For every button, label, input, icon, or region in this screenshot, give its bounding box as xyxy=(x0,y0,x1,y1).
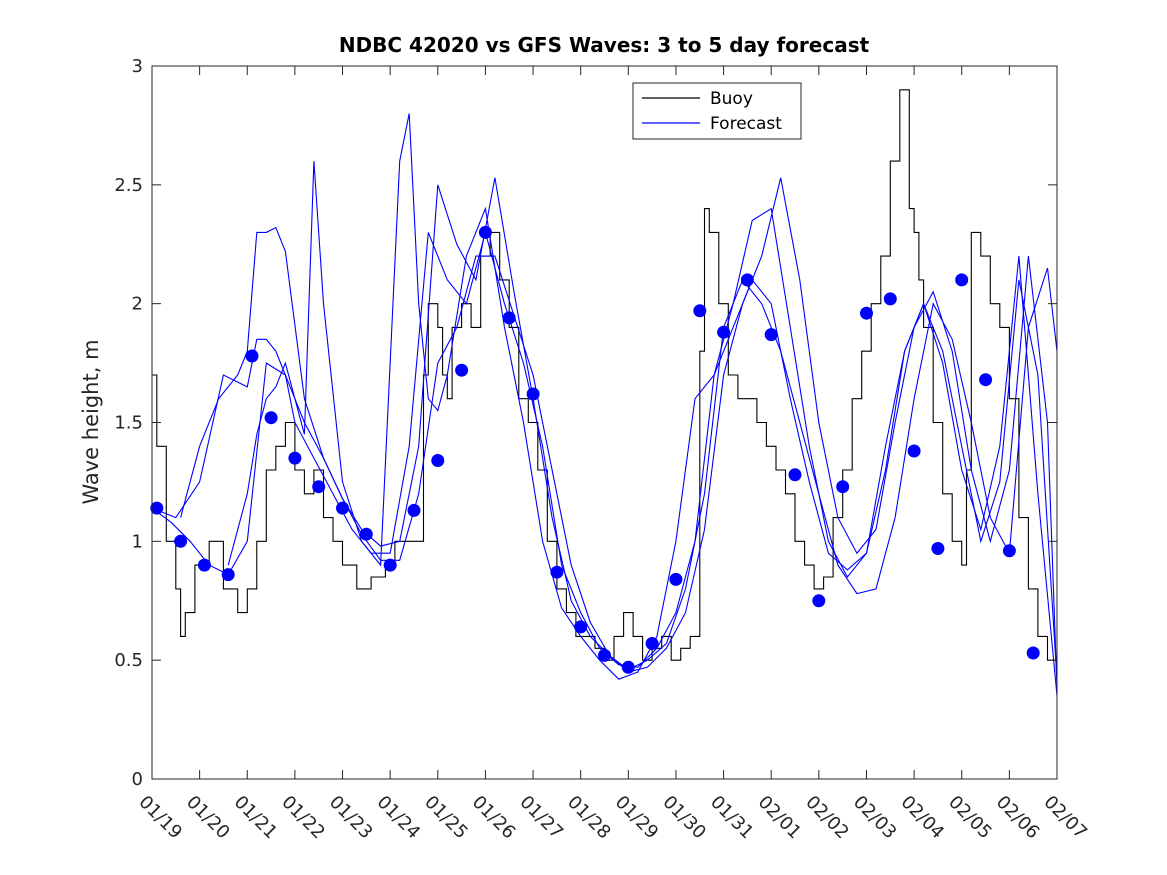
y-tick-label: 1.5 xyxy=(114,413,143,434)
forecast-marker xyxy=(288,451,302,465)
legend: Buoy Forecast xyxy=(632,82,802,140)
forecast-marker xyxy=(407,503,421,517)
forecast-line-2 xyxy=(151,230,1058,680)
forecast-marker xyxy=(740,273,754,287)
legend-forecast-label: Forecast xyxy=(710,114,782,134)
buoy-line xyxy=(152,89,1057,661)
forecast-marker xyxy=(788,468,802,482)
forecast-marker xyxy=(812,594,826,608)
forecast-marker xyxy=(502,311,516,325)
y-tick-label: 2.5 xyxy=(114,175,143,196)
forecast-marker xyxy=(931,542,945,555)
forecast-line-3 xyxy=(180,177,1058,689)
forecast-marker xyxy=(621,660,635,674)
forecast-marker xyxy=(221,568,235,582)
chart-title: NDBC 42020 vs GFS Waves: 3 to 5 day fore… xyxy=(339,33,870,57)
forecast-marker-group xyxy=(150,225,1040,674)
forecast-marker xyxy=(150,501,164,515)
forecast-marker xyxy=(359,527,373,541)
buoy-series xyxy=(152,89,1057,661)
forecast-marker xyxy=(197,558,211,572)
forecast-marker xyxy=(836,480,850,494)
forecast-marker xyxy=(764,328,778,342)
y-tick-label: 2 xyxy=(132,294,143,315)
y-tick-label: 0.5 xyxy=(114,650,143,671)
forecast-marker xyxy=(598,648,611,662)
forecast-marker xyxy=(431,454,445,467)
forecast-marker xyxy=(1026,646,1040,660)
forecast-marker xyxy=(312,480,326,494)
forecast-marker xyxy=(645,637,659,650)
y-tick-label: 0 xyxy=(132,769,143,790)
forecast-series-group xyxy=(151,113,1058,696)
y-tick-label: 1 xyxy=(132,531,143,552)
forecast-marker xyxy=(455,363,469,377)
forecast-marker xyxy=(907,444,921,458)
forecast-marker xyxy=(526,387,540,401)
forecast-marker xyxy=(550,565,564,579)
forecast-marker xyxy=(883,292,897,306)
forecast-marker xyxy=(336,501,349,515)
forecast-marker xyxy=(383,558,397,572)
forecast-marker xyxy=(245,349,259,363)
forecast-marker xyxy=(264,411,278,425)
legend-buoy-label: Buoy xyxy=(710,89,753,109)
legend-box xyxy=(632,82,802,140)
y-axis-label: Wave height, m xyxy=(79,339,103,504)
forecast-marker xyxy=(717,325,731,339)
forecast-marker xyxy=(478,225,492,239)
forecast-marker xyxy=(1002,544,1016,558)
forecast-marker xyxy=(979,373,993,387)
forecast-marker xyxy=(574,620,588,634)
forecast-marker xyxy=(860,306,873,320)
forecast-marker xyxy=(669,572,683,586)
forecast-marker xyxy=(693,304,707,318)
forecast-line-4 xyxy=(227,113,1058,696)
y-axis-ticks: 0 0.5 1 1.5 2 2.5 3 xyxy=(114,56,1057,790)
forecast-marker xyxy=(955,273,969,287)
forecast-marker xyxy=(174,534,188,548)
y-tick-label: 3 xyxy=(132,56,143,77)
